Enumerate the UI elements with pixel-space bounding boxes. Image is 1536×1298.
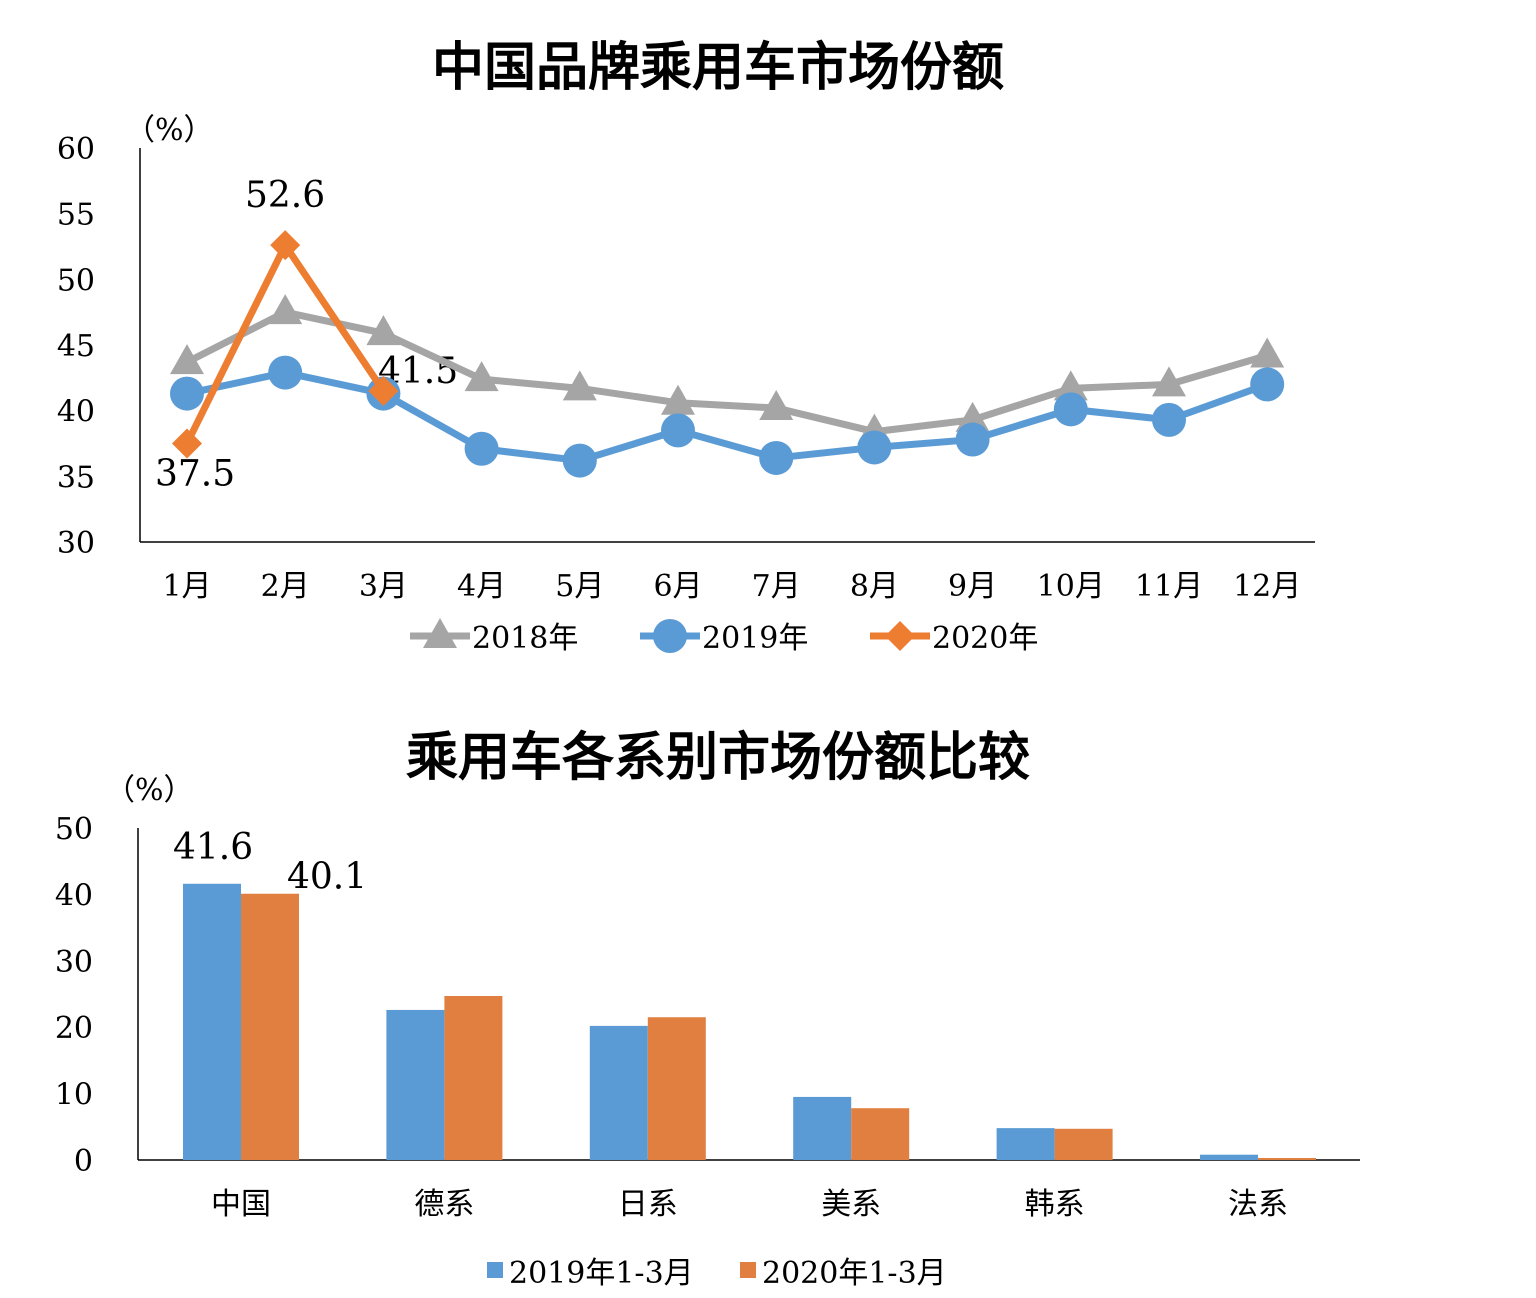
y-tick-label: 35 (57, 460, 95, 495)
marker (170, 344, 204, 375)
x-tick-label: 日系 (618, 1187, 678, 1222)
y-tick-label: 40 (55, 878, 93, 913)
marker (661, 413, 695, 448)
marker (366, 315, 401, 346)
marker (562, 443, 597, 478)
x-tick-label: 7月 (752, 569, 801, 604)
y-tick-label: 20 (55, 1011, 93, 1046)
legend-label: 2019年1-3月 (509, 1256, 694, 1291)
x-tick-label: 10月 (1037, 569, 1105, 604)
y-tick-label: 30 (55, 945, 93, 980)
x-tick-label: 12月 (1233, 569, 1301, 604)
marker (423, 618, 457, 648)
x-tick-label: 美系 (821, 1187, 881, 1222)
marker (1250, 367, 1285, 402)
marker (268, 294, 303, 325)
x-tick-label: 2月 (261, 569, 310, 604)
marker (1053, 392, 1088, 427)
y-tick-label: 10 (55, 1078, 93, 1113)
y-tick-label: 30 (57, 526, 95, 561)
marker (885, 621, 915, 651)
marker (464, 361, 499, 392)
bar (647, 1017, 706, 1160)
x-tick-label: 法系 (1228, 1187, 1288, 1222)
legend-swatch (487, 1262, 503, 1278)
x-tick-label: 3月 (359, 569, 408, 604)
chart-title: 中国品牌乘用车市场份额 (432, 38, 1004, 98)
marker (464, 431, 499, 466)
bar (1200, 1154, 1258, 1160)
y-tick-label: 55 (57, 198, 95, 233)
marker (857, 430, 892, 465)
marker (172, 428, 202, 459)
marker (759, 390, 794, 421)
bar (851, 1108, 910, 1160)
x-tick-label: 中国 (211, 1187, 271, 1222)
marker (368, 375, 399, 406)
chart-title: 乘用车各系别市场份额比较 (406, 728, 1030, 788)
x-tick-label: 6月 (653, 569, 702, 604)
y-tick-label: 40 (57, 395, 95, 430)
x-tick-label: 8月 (850, 569, 899, 604)
y-axis-label: （%） (105, 773, 194, 808)
x-tick-label: 9月 (948, 569, 997, 604)
data-label: 52.6 (245, 175, 325, 216)
y-tick-label: 50 (55, 812, 93, 847)
data-label: 37.5 (155, 454, 235, 495)
bar (589, 1025, 648, 1160)
marker (1152, 366, 1186, 397)
marker (1152, 402, 1186, 437)
bar (386, 1009, 445, 1160)
bar (241, 893, 299, 1160)
x-tick-label: 1月 (162, 569, 211, 604)
bar (793, 1096, 852, 1160)
bar (1258, 1158, 1316, 1160)
y-tick-label: 50 (57, 263, 95, 298)
legend-swatch (740, 1262, 756, 1278)
marker (653, 619, 687, 653)
legend-label: 2020年 (932, 621, 1038, 656)
bar (444, 995, 503, 1160)
bar (183, 883, 241, 1160)
x-tick-label: 4月 (457, 569, 506, 604)
marker (170, 376, 204, 411)
legend-label: 2018年 (472, 621, 578, 656)
marker (661, 384, 695, 415)
y-axis-label: （%） (125, 113, 214, 148)
data-label: 41.6 (173, 827, 253, 868)
y-tick-label: 45 (57, 329, 95, 364)
bar (996, 1128, 1055, 1160)
legend-label: 2019年 (702, 621, 808, 656)
x-tick-label: 11月 (1135, 569, 1203, 604)
marker (562, 370, 597, 401)
line (185, 308, 1269, 436)
marker (270, 230, 301, 261)
marker (759, 440, 794, 475)
y-tick-label: 0 (74, 1144, 93, 1179)
legend-label: 2020年1-3月 (762, 1256, 947, 1291)
marker (955, 422, 990, 457)
marker (268, 355, 303, 390)
marker (1053, 370, 1088, 401)
x-tick-label: 韩系 (1025, 1187, 1085, 1222)
marker (955, 401, 990, 432)
y-tick-label: 60 (57, 132, 95, 167)
data-label: 40.1 (287, 857, 367, 898)
x-tick-label: 5月 (555, 569, 604, 604)
x-tick-label: 德系 (414, 1187, 474, 1222)
marker (1250, 337, 1285, 368)
bar (1054, 1128, 1113, 1160)
